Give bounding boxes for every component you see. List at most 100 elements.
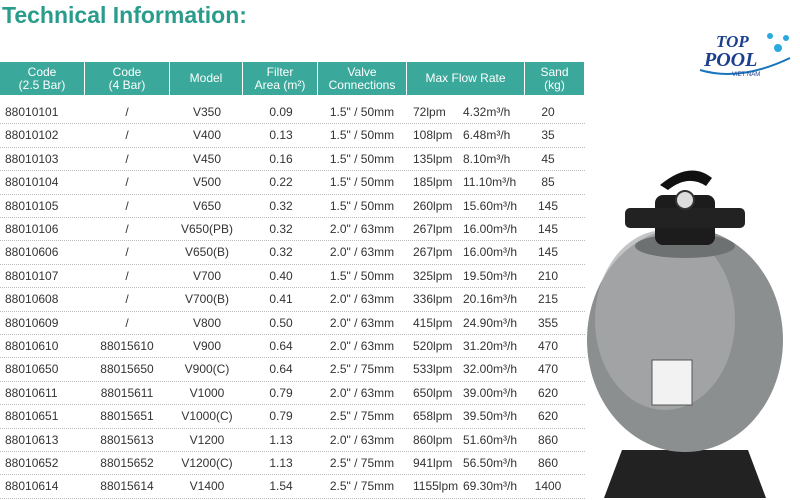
table-cell: 145 (537, 245, 559, 260)
table-cell: 32.00m³/h (463, 362, 518, 377)
table-cell: 24.90m³/h (463, 315, 518, 330)
row-divider (0, 427, 585, 429)
table-cell: 88010608 (5, 292, 59, 307)
header-text: Code (112, 64, 142, 79)
title: Technical Information: (2, 2, 247, 28)
table-cell: 2.0" / 63mm (329, 432, 395, 447)
table-cell: 51.60m³/h (463, 432, 518, 447)
table-cell: 2.0" / 63mm (329, 222, 395, 236)
row-divider (0, 474, 585, 476)
table-cell: 39.00m³/h (463, 385, 518, 400)
table-cell: / (125, 315, 129, 330)
table-cell: 8.10m³/h (463, 151, 511, 166)
table-cell: 19.50m³/h (463, 268, 518, 283)
table-cell: 860 (537, 432, 559, 447)
table-cell: 185lpm (413, 175, 453, 190)
table-cell: V650(B) (184, 245, 230, 260)
table-cell: V700 (192, 268, 222, 283)
header-cell: Model (170, 62, 243, 95)
table-cell: V1200 (189, 432, 225, 447)
table-cell: 2.0" / 63mm (329, 385, 395, 400)
table-cell: 16.00m³/h (463, 245, 518, 260)
table-cell: 6.48m³/h (463, 128, 511, 143)
table-cell: 470 (537, 339, 559, 353)
table-cell: 1.5" / 50mm (329, 128, 395, 143)
table-cell: 88010606 (5, 245, 59, 260)
header-cell: Sand (kg) (525, 62, 585, 95)
table-cell: 1.5" / 50mm (329, 175, 395, 190)
table-cell: 20.16m³/h (463, 292, 518, 307)
header-text: Sand (540, 64, 569, 79)
table-cell: 20 (541, 105, 555, 119)
logo: TOP POOL VIET NAM (699, 32, 791, 78)
table-cell: 0.79 (269, 385, 293, 400)
row-divider (0, 240, 585, 242)
table-cell: / (125, 292, 129, 307)
table-cell: 215 (537, 292, 559, 307)
table-cell: / (125, 268, 129, 283)
header-text: Filter (266, 64, 294, 79)
table-cell: 0.16 (269, 151, 293, 166)
table-cell: 88010610 (5, 339, 59, 353)
table-cell: 72lpm (413, 105, 446, 119)
table-cell: V700(B) (184, 292, 230, 307)
table-cell: / (125, 105, 129, 119)
filter-image (587, 170, 783, 498)
table-cell: 1.54 (269, 479, 293, 494)
row-divider (0, 334, 585, 335)
table-cell: 415lpm (413, 315, 453, 330)
table-cell: 0.40 (269, 268, 293, 283)
row-divider (0, 170, 585, 172)
table-cell: 88015650 (100, 362, 154, 377)
table-cell: 88010102 (5, 128, 59, 143)
table-cell: V450 (192, 151, 222, 166)
table-cell: 2.5" / 75mm (329, 479, 395, 494)
header-cell: Max Flow Rate (407, 62, 525, 95)
table-cell: 35 (541, 128, 555, 143)
table-cell: 85 (541, 175, 555, 190)
table-cell: 336lpm (413, 292, 453, 307)
table-cell: V1400 (189, 479, 225, 494)
table-cell: 88015614 (100, 479, 154, 494)
table-cell: 88015611 (100, 385, 154, 400)
table-cell: / (125, 175, 129, 190)
table-cell: 11.10m³/h (463, 175, 517, 190)
table-cell: 145 (537, 198, 559, 213)
table-cell: 2.0" / 63mm (329, 315, 395, 330)
header-text: (kg) (544, 77, 565, 92)
row-divider (0, 451, 585, 452)
table-cell: V500 (192, 175, 222, 190)
table-cell: / (125, 198, 129, 213)
table-cell: 1.13 (269, 456, 293, 470)
table-cell: 0.09 (269, 105, 293, 119)
row-divider (0, 263, 585, 265)
table-cell: V1000 (189, 385, 225, 400)
table-cell: 267lpm (413, 245, 453, 260)
header-cell: Code (4 Bar) (85, 62, 170, 95)
table-cell: 210 (537, 268, 559, 283)
header-cell: Valve Connections (318, 62, 407, 95)
table-cell: 45 (541, 151, 555, 166)
table-cell: 267lpm (413, 222, 453, 236)
table-cell: 56.50m³/h (463, 456, 518, 470)
table-cell: 88010614 (5, 479, 59, 494)
table-cell: 88010609 (5, 315, 59, 330)
table-cell: 0.50 (269, 315, 293, 330)
table-cell: 0.41 (269, 292, 293, 307)
table-cell: / (125, 151, 129, 166)
table-cell: 88010103 (5, 151, 59, 166)
table-cell: 860lpm (413, 432, 453, 447)
table-cell: 88015610 (100, 339, 154, 353)
table-cell: 860 (537, 456, 559, 470)
table-cell: 0.32 (269, 222, 293, 236)
table-cell: 620 (537, 409, 559, 424)
table-cell: 0.64 (269, 339, 293, 353)
header-text: (2.5 Bar) (18, 77, 66, 92)
row-divider (0, 380, 585, 382)
table-cell: 260lpm (413, 198, 453, 213)
table-cell: 88010107 (5, 268, 59, 283)
table-cell: 88015651 (100, 409, 154, 424)
table-cell: 88015613 (100, 432, 154, 447)
